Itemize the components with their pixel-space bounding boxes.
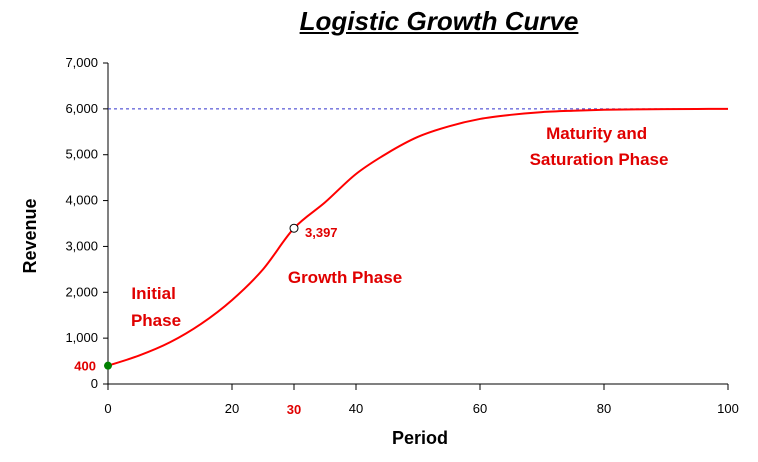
growth-phase-label: Growth Phase bbox=[288, 268, 402, 287]
y-tick-label: 0 bbox=[91, 376, 98, 391]
highlight-value-label: 3,397 bbox=[305, 225, 338, 240]
x-tick-label: 20 bbox=[225, 401, 239, 416]
highlight-x-label: 30 bbox=[287, 402, 301, 417]
x-tick-label: 60 bbox=[473, 401, 487, 416]
x-tick-label: 40 bbox=[349, 401, 363, 416]
x-tick-label: 100 bbox=[717, 401, 739, 416]
initial-point-marker bbox=[104, 361, 112, 370]
y-tick-label: 1,000 bbox=[65, 330, 98, 345]
initial-value-label: 400 bbox=[74, 359, 96, 374]
x-tick-label: 0 bbox=[104, 401, 111, 416]
maturity-phase-label: Maturity and Saturation Phase bbox=[530, 124, 669, 169]
y-tick-label: 7,000 bbox=[65, 55, 98, 70]
x-tick-label: 80 bbox=[597, 401, 611, 416]
y-tick-label: 5,000 bbox=[65, 147, 98, 162]
initial-phase-label: Initial Phase bbox=[131, 284, 181, 330]
x-axis-title: Period bbox=[392, 428, 448, 448]
y-tick-label: 4,000 bbox=[65, 193, 98, 208]
y-tick-label: 3,000 bbox=[65, 238, 98, 253]
y-axis-title: Revenue bbox=[20, 198, 40, 273]
revenue-curve bbox=[107, 107, 729, 367]
y-tick-label: 2,000 bbox=[65, 284, 98, 299]
chart-title: Logistic Growth Curve bbox=[299, 6, 579, 36]
highlight-point-marker bbox=[289, 223, 299, 233]
y-tick-label: 6,000 bbox=[65, 101, 98, 116]
